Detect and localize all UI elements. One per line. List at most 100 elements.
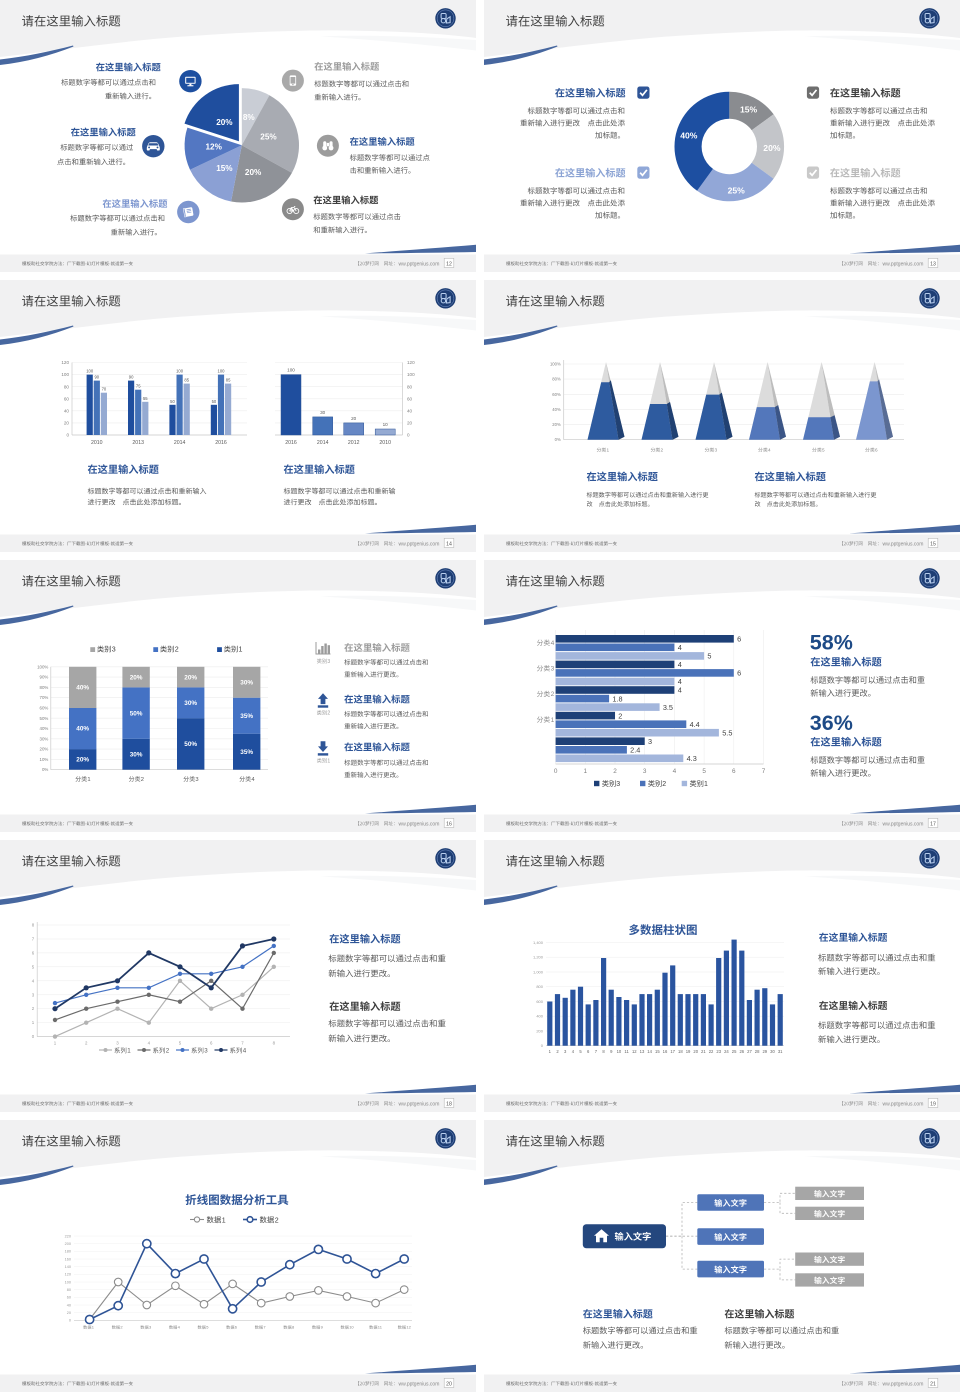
svg-text:5: 5 xyxy=(702,768,706,775)
svg-text:70%: 70% xyxy=(40,695,49,700)
svg-text:20%: 20% xyxy=(552,422,561,427)
svg-text:1,000: 1,000 xyxy=(533,969,544,974)
svg-text:4: 4 xyxy=(148,1041,151,1046)
svg-text:5: 5 xyxy=(707,652,711,661)
svg-text:2.4: 2.4 xyxy=(630,745,640,754)
svg-text:ww.pptgenius.com: ww.pptgenius.com xyxy=(883,541,924,547)
svg-text:20: 20 xyxy=(351,416,357,421)
svg-text:19: 19 xyxy=(686,1049,691,1054)
svg-text:30%: 30% xyxy=(130,751,143,758)
svg-text:9: 9 xyxy=(610,1049,613,1054)
svg-text:3: 3 xyxy=(327,659,330,665)
svg-text:3: 3 xyxy=(195,777,198,783)
svg-text:20%: 20% xyxy=(130,674,143,681)
svg-text:2010: 2010 xyxy=(379,440,391,446)
svg-text:3: 3 xyxy=(616,781,620,788)
svg-text:40%: 40% xyxy=(76,726,89,733)
svg-text:50%: 50% xyxy=(184,741,197,748)
svg-text:60%: 60% xyxy=(40,705,49,710)
svg-text:8: 8 xyxy=(602,1049,605,1054)
svg-text:5: 5 xyxy=(579,1049,582,1054)
svg-text:0: 0 xyxy=(32,1034,35,1039)
svg-text:2013: 2013 xyxy=(132,440,144,446)
svg-text:2: 2 xyxy=(166,1048,170,1055)
svg-text:50: 50 xyxy=(170,399,175,404)
svg-text:ww.pptgenius.com: ww.pptgenius.com xyxy=(399,541,440,547)
svg-text:40%: 40% xyxy=(680,131,698,141)
svg-text:2: 2 xyxy=(618,711,622,720)
svg-text:1: 1 xyxy=(239,646,243,654)
svg-text:0: 0 xyxy=(66,433,69,438)
svg-text:5: 5 xyxy=(32,964,35,969)
svg-text:7: 7 xyxy=(762,768,766,775)
svg-text:7: 7 xyxy=(241,1041,244,1046)
svg-text:20: 20 xyxy=(64,421,70,426)
svg-text:40%: 40% xyxy=(552,407,561,412)
svg-text:18: 18 xyxy=(446,1101,452,1107)
svg-text:8: 8 xyxy=(292,1325,295,1330)
svg-text:2: 2 xyxy=(275,1217,279,1224)
svg-text:1: 1 xyxy=(87,777,90,783)
svg-text:2: 2 xyxy=(613,768,617,775)
svg-text:1: 1 xyxy=(127,1048,131,1055)
svg-text:19: 19 xyxy=(930,1101,936,1107)
svg-text:2016: 2016 xyxy=(215,440,227,446)
svg-text:ww.pptgenius.com: ww.pptgenius.com xyxy=(883,821,924,827)
svg-text:2: 2 xyxy=(327,711,330,717)
svg-text:100: 100 xyxy=(287,368,295,373)
svg-text:31: 31 xyxy=(778,1049,783,1054)
svg-text:2: 2 xyxy=(85,1041,88,1046)
svg-text:4: 4 xyxy=(572,1049,575,1054)
svg-text:800: 800 xyxy=(536,984,543,989)
svg-text:4: 4 xyxy=(32,978,35,983)
svg-text:6: 6 xyxy=(235,1325,238,1330)
svg-text:4: 4 xyxy=(678,677,682,686)
svg-text:ww.pptgenius.com: ww.pptgenius.com xyxy=(883,1381,924,1387)
svg-text:20%: 20% xyxy=(216,118,233,127)
svg-text:90: 90 xyxy=(129,375,134,380)
svg-text:15: 15 xyxy=(655,1049,660,1054)
svg-text:1: 1 xyxy=(549,1049,552,1054)
svg-text:4: 4 xyxy=(678,643,682,652)
svg-text:2012: 2012 xyxy=(348,440,360,446)
svg-text:1: 1 xyxy=(327,758,330,764)
svg-text:7: 7 xyxy=(595,1049,598,1054)
svg-text:4: 4 xyxy=(673,768,677,775)
svg-text:ww.pptgenius.com: ww.pptgenius.com xyxy=(399,1101,440,1107)
svg-text:3: 3 xyxy=(32,992,35,997)
svg-text:2: 2 xyxy=(120,1325,123,1330)
svg-text:4: 4 xyxy=(551,640,555,647)
svg-text:58%: 58% xyxy=(810,631,853,655)
svg-text:2: 2 xyxy=(661,448,664,453)
svg-text:20: 20 xyxy=(407,421,413,426)
svg-text:30%: 30% xyxy=(40,736,49,741)
svg-text:12%: 12% xyxy=(206,143,223,152)
svg-text:6: 6 xyxy=(732,768,736,775)
svg-text:0%: 0% xyxy=(42,767,48,772)
svg-text:ww.pptgenius.com: ww.pptgenius.com xyxy=(883,261,924,267)
svg-text:0%: 0% xyxy=(555,437,561,442)
svg-text:ww.pptgenius.com: ww.pptgenius.com xyxy=(883,1101,924,1107)
svg-text:17: 17 xyxy=(670,1049,675,1054)
svg-text:3: 3 xyxy=(715,448,718,453)
svg-text:5: 5 xyxy=(179,1041,182,1046)
svg-text:120: 120 xyxy=(407,360,415,365)
svg-text:12: 12 xyxy=(632,1049,637,1054)
svg-text:80: 80 xyxy=(67,1288,71,1292)
svg-text:3: 3 xyxy=(112,646,116,654)
svg-text:20%: 20% xyxy=(76,757,89,764)
svg-text:29: 29 xyxy=(762,1049,767,1054)
svg-text:5: 5 xyxy=(206,1325,209,1330)
svg-text:60: 60 xyxy=(64,396,70,401)
svg-text:6: 6 xyxy=(737,669,741,678)
svg-text:3: 3 xyxy=(551,666,555,673)
svg-text:1: 1 xyxy=(92,1325,95,1330)
svg-text:3: 3 xyxy=(116,1041,119,1046)
svg-text:20%: 20% xyxy=(184,674,197,681)
svg-text:85: 85 xyxy=(184,378,189,383)
svg-text:20: 20 xyxy=(446,1381,452,1387)
svg-text:100: 100 xyxy=(86,369,94,374)
svg-text:ww.pptgenius.com: ww.pptgenius.com xyxy=(399,1381,440,1387)
svg-text:2014: 2014 xyxy=(174,440,186,446)
svg-text:100: 100 xyxy=(176,369,184,374)
